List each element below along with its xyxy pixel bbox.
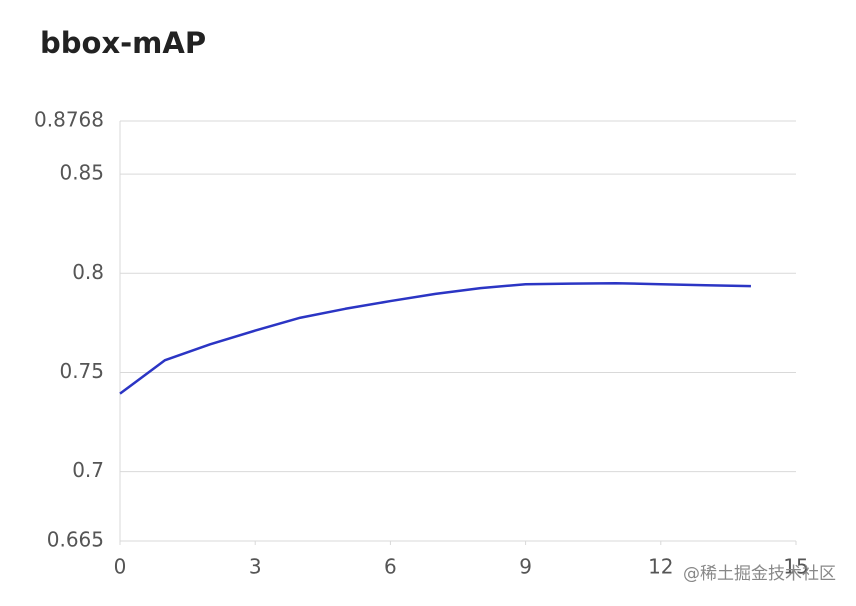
y-tick-label: 0.665 — [47, 528, 104, 552]
watermark: @稀土掘金技术社区 — [683, 564, 836, 584]
x-tick-label: 6 — [384, 555, 397, 579]
x-tick-label: 12 — [648, 555, 673, 579]
y-tick-label: 0.7 — [72, 458, 104, 482]
y-tick-label: 0.8768 — [34, 108, 104, 132]
y-tick-label: 0.85 — [59, 161, 104, 185]
x-tick-label: 0 — [114, 555, 127, 579]
y-tick-label: 0.75 — [59, 359, 104, 383]
x-tick-label: 3 — [249, 555, 262, 579]
x-tick-label: 15 — [783, 555, 808, 579]
line-series — [119, 281, 751, 395]
x-tick-label: 9 — [519, 555, 532, 579]
chart-title: bbox-mAP — [40, 26, 206, 60]
y-tick-label: 0.8 — [72, 260, 104, 284]
